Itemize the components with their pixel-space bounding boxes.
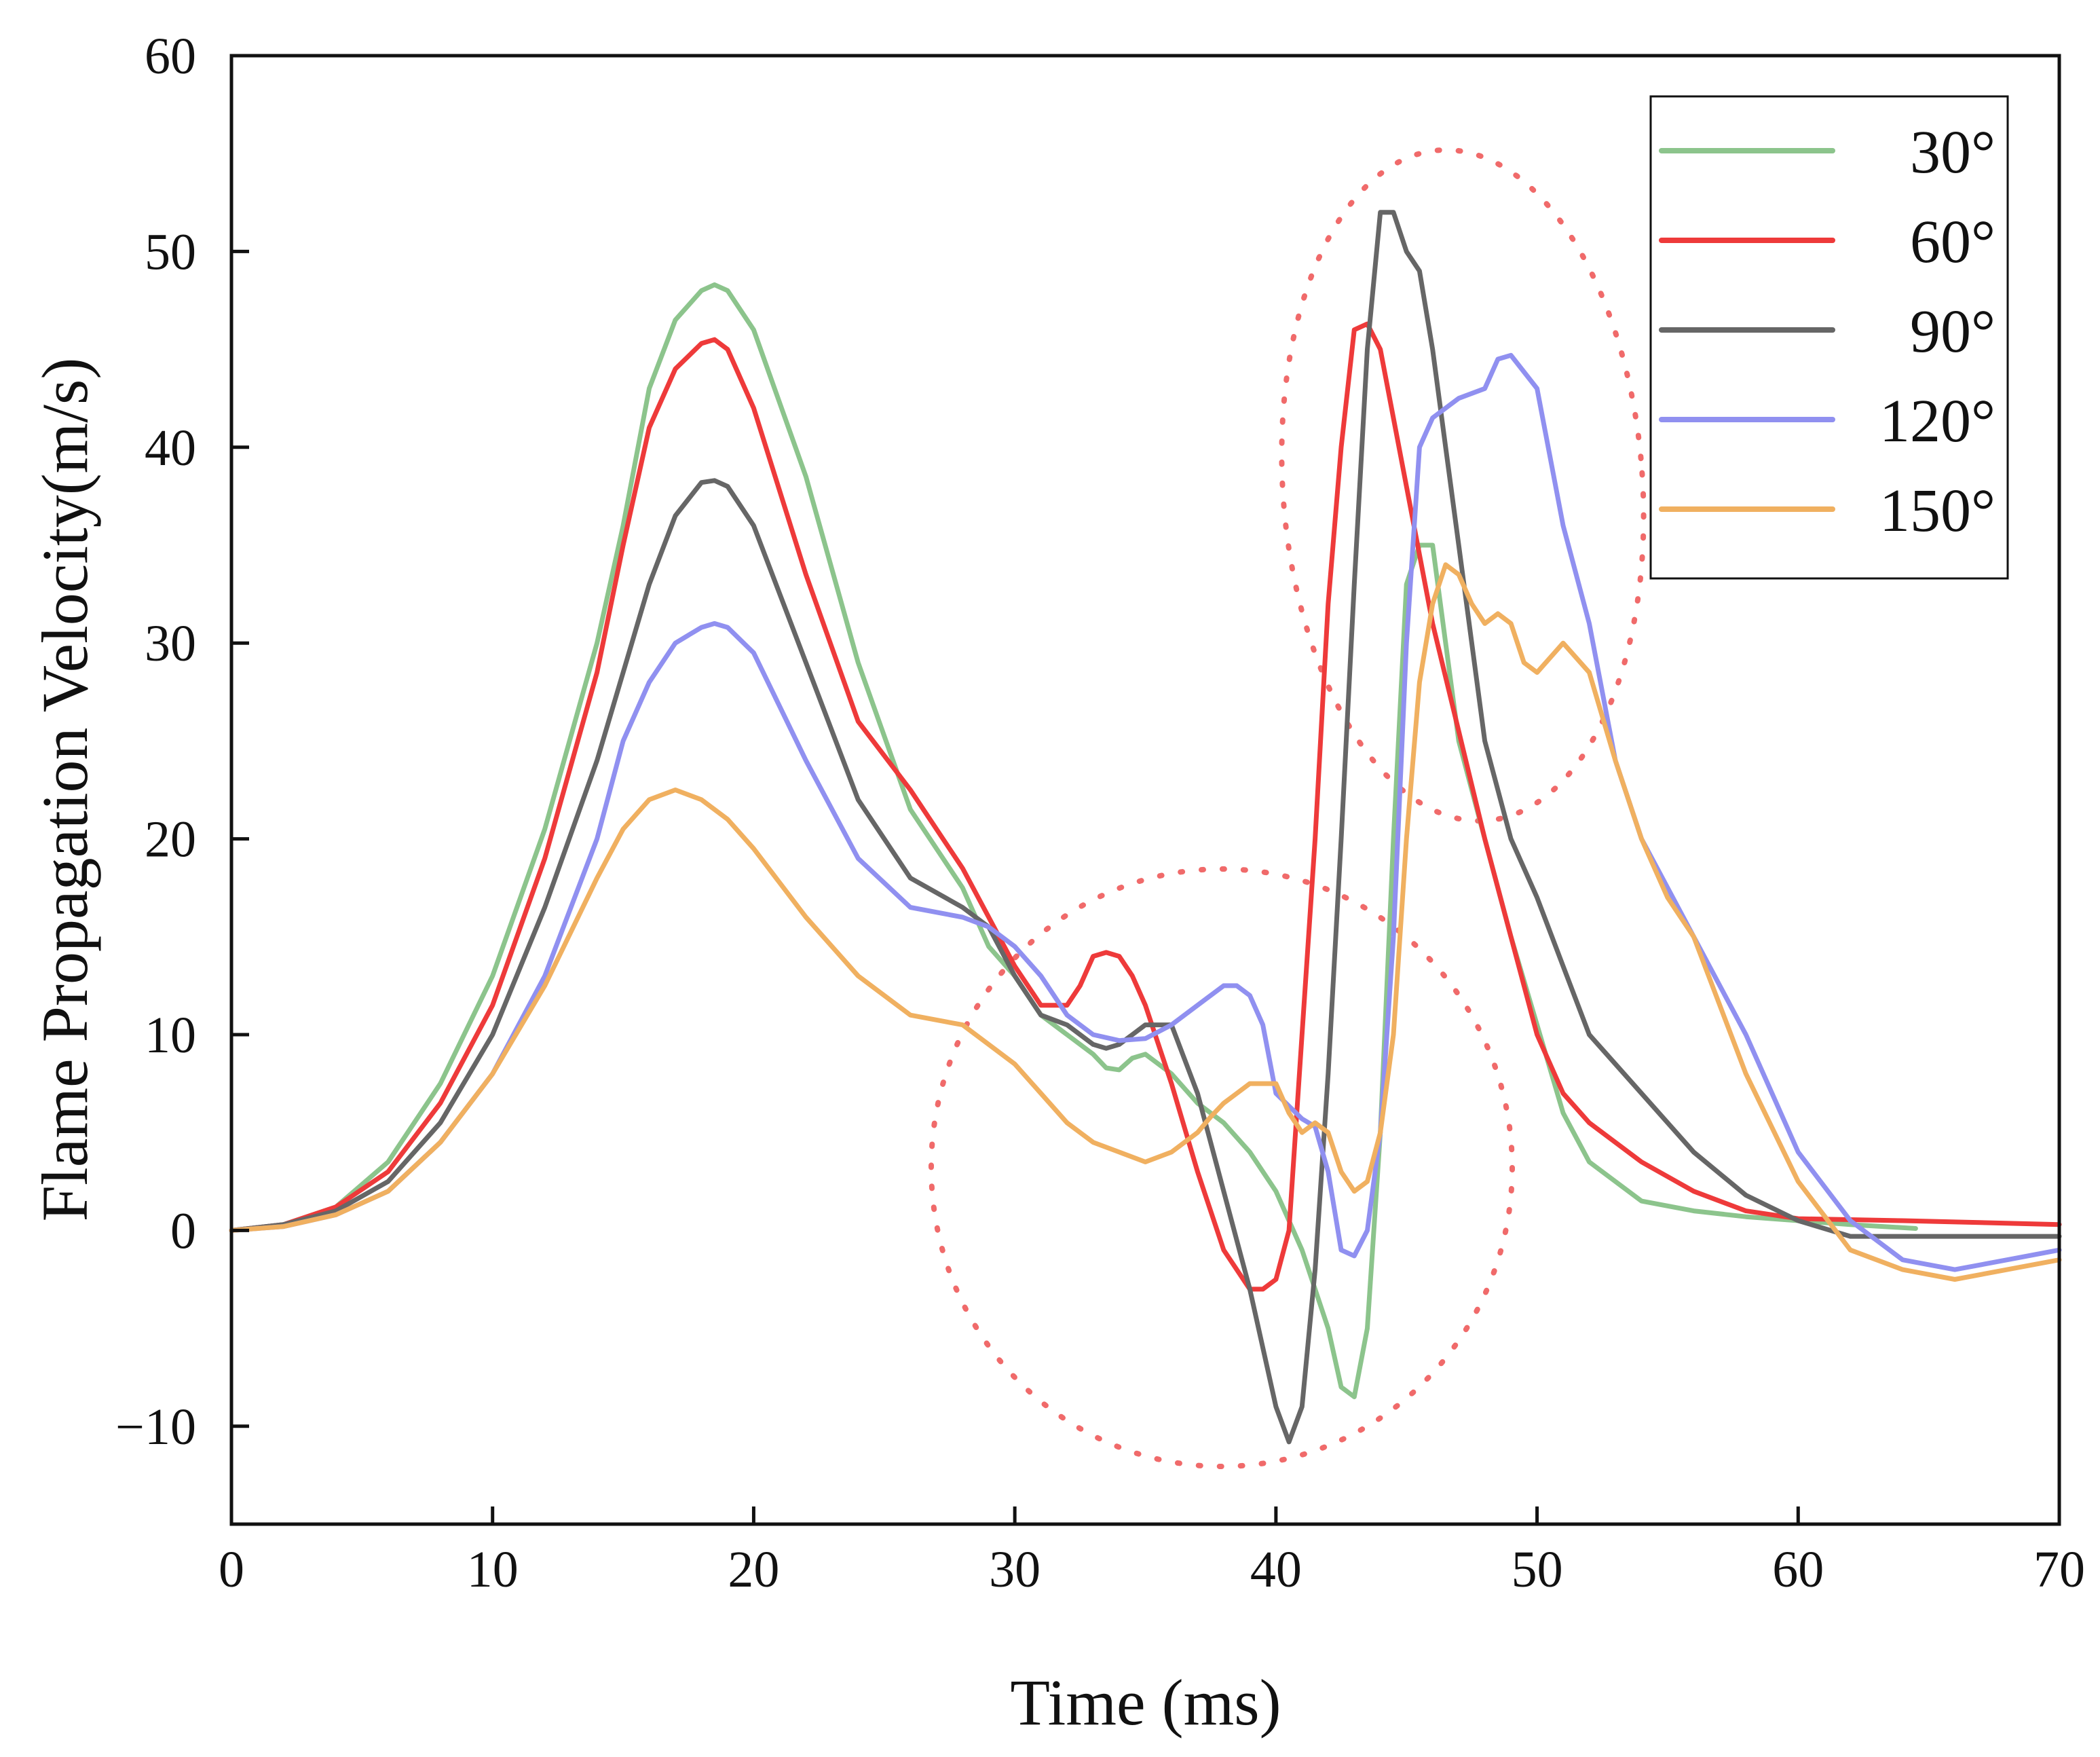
x-tick-label: 60 — [1772, 1541, 1824, 1598]
legend-box — [1649, 95, 2009, 580]
x-tick-label: 70 — [2033, 1541, 2085, 1598]
series-line-2 — [229, 210, 2062, 1445]
x-tick-label: 50 — [1512, 1541, 1563, 1598]
y-tick-label: 10 — [145, 1007, 196, 1064]
legend-label-1: 60° — [1910, 208, 1995, 276]
legend: 30° 60° 90° 120° 150° — [1649, 95, 2009, 580]
legend-label-2: 90° — [1910, 298, 1995, 365]
legend-label-3: 120° — [1879, 388, 1995, 455]
y-tick-label: 30 — [145, 615, 196, 672]
axis-ticks: 0 10 20 30 40 50 60 70 −10 0 10 20 30 40 50 60 — [115, 28, 2085, 1598]
y-tick-label: 40 — [145, 420, 196, 477]
y-tick-label: 20 — [145, 811, 196, 868]
x-tick-label: 40 — [1250, 1541, 1302, 1598]
y-axis-title: Flame Propagation Velocity(m/s) — [29, 358, 101, 1222]
plot-frame — [229, 54, 2061, 1526]
x-tick-label: 30 — [989, 1541, 1040, 1598]
annotation-ellipse-dip — [929, 866, 1515, 1469]
y-tick-label: 50 — [145, 223, 196, 280]
series-line-4 — [229, 562, 2062, 1282]
y-tick-label: 0 — [170, 1202, 196, 1259]
legend-label-4: 150° — [1879, 477, 1995, 544]
annotation-layer — [929, 147, 1647, 1469]
y-tick-label: 60 — [145, 28, 196, 85]
y-tick-label: −10 — [115, 1399, 196, 1456]
x-tick-label: 0 — [219, 1541, 244, 1598]
x-tick-label: 10 — [467, 1541, 519, 1598]
x-axis-title: Time (ms) — [1010, 1666, 1281, 1739]
series-line-3 — [229, 352, 2062, 1272]
series-line-1 — [229, 321, 2062, 1292]
annotation-ellipse-peaks — [1279, 147, 1647, 824]
series-layer — [229, 210, 2062, 1445]
x-tick-label: 20 — [728, 1541, 779, 1598]
legend-label-0: 30° — [1910, 119, 1995, 186]
